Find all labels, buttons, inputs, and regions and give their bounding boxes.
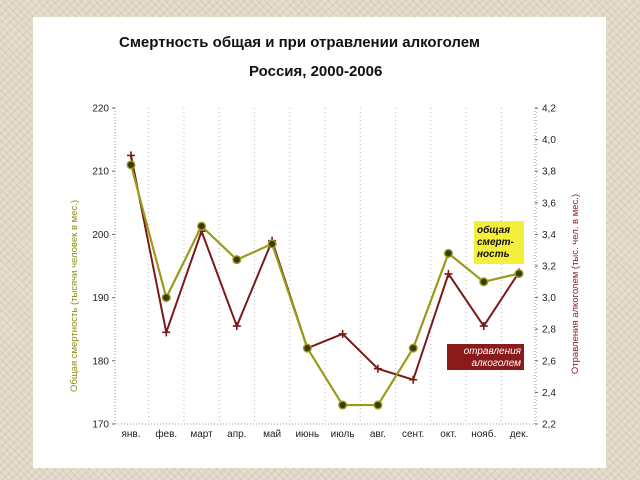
total-mortality-point <box>338 400 348 410</box>
x-tick-label: авг. <box>370 429 386 440</box>
total-mortality-point <box>408 343 418 353</box>
total-mortality-point <box>126 160 136 170</box>
x-tick-label: окт. <box>440 429 456 440</box>
series-label-alc-box <box>447 344 524 370</box>
total-mortality-point <box>514 269 524 279</box>
series-label-total-line: смерт- <box>477 237 515 248</box>
total-mortality-point <box>161 293 171 303</box>
right-tick-label: 2,8 <box>542 325 556 336</box>
x-tick-label: нояб. <box>471 428 496 440</box>
x-tick-label: сент. <box>402 429 424 440</box>
x-tick-label: июль <box>331 429 355 440</box>
left-tick-label: 190 <box>92 293 109 304</box>
left-axis-label: Общая смертность (тысячи человек в мес.) <box>69 200 80 392</box>
total-mortality-point <box>373 400 383 410</box>
alcohol-poisoning-point <box>479 322 488 331</box>
total-mortality-point <box>197 221 207 231</box>
right-tick-label: 2,6 <box>542 356 556 367</box>
x-tick-label: май <box>263 429 281 440</box>
alcohol-poisoning-point <box>127 151 135 160</box>
right-tick-label: 3,6 <box>542 198 556 209</box>
gridlines <box>148 108 538 424</box>
chart-subtitle: Россия, 2000-2006 <box>249 63 382 80</box>
right-tick-label: 3,2 <box>542 262 556 273</box>
left-tick-label: 210 <box>92 167 109 178</box>
series-label-alc-line: алкоголем <box>472 358 522 369</box>
series-label-total-line: ность <box>477 249 510 260</box>
left-tick-label: 180 <box>92 356 109 367</box>
x-tick-label: апр. <box>227 429 246 440</box>
chart-title: Смертность общая и при отравлении алкого… <box>119 34 480 51</box>
right-tick-label: 4,2 <box>542 104 556 115</box>
total-mortality-series <box>126 160 524 410</box>
x-tick-label: фев. <box>155 428 177 440</box>
alcohol-poisoning-point <box>373 364 382 373</box>
slide: Смертность общая и при отравлении алкого… <box>33 17 606 468</box>
right-axis-ticks: 2,2 2,4 2,6 2,8 3,0 3,2 3,4 3,6 3,8 4,0 4,2 <box>535 104 556 431</box>
right-tick-label: 2,4 <box>542 388 556 399</box>
left-tick-label: 170 <box>92 420 109 431</box>
alcohol-poisoning-point <box>232 322 241 331</box>
right-axis-label: Отравления алкоголем (тыс. чел. в мес.) <box>570 194 581 374</box>
left-tick-label: 220 <box>92 104 109 115</box>
right-tick-label: 2,2 <box>542 420 556 431</box>
series-label-total-line: общая <box>477 224 510 236</box>
alcohol-poisoning-line <box>130 155 520 382</box>
total-mortality-point <box>267 239 277 249</box>
right-tick-label: 3,0 <box>542 293 556 304</box>
x-tick-label: март <box>190 429 213 440</box>
total-mortality-line <box>129 164 520 407</box>
total-mortality-point <box>479 277 489 287</box>
left-tick-label: 200 <box>92 230 109 241</box>
x-axis-ticks: янв. фев. март апр. май июнь июль авг. сент. окт.… <box>121 428 528 440</box>
series-label-alc-line: отравления <box>464 346 522 357</box>
total-mortality-point <box>443 248 453 258</box>
alcohol-poisoning-point <box>409 375 418 384</box>
left-axis-ticks: 170 180 190 200 210 220 <box>92 104 115 431</box>
alcohol-poisoning-point <box>338 329 347 338</box>
total-mortality-point <box>302 343 312 353</box>
axes <box>114 108 536 425</box>
x-tick-label: дек. <box>510 429 529 440</box>
right-tick-label: 3,4 <box>542 230 556 241</box>
right-tick-label: 4,0 <box>542 135 556 146</box>
total-mortality-point <box>232 255 242 265</box>
alcohol-poisoning-point <box>444 269 453 278</box>
series-label-total-box <box>474 221 524 264</box>
alcohol-poisoning-point <box>162 328 171 337</box>
x-tick-label: янв. <box>121 429 140 440</box>
line-chart: Смертность общая и при отравлении алкого… <box>69 34 581 440</box>
right-tick-label: 3,8 <box>542 167 556 178</box>
x-tick-label: июнь <box>295 429 319 440</box>
